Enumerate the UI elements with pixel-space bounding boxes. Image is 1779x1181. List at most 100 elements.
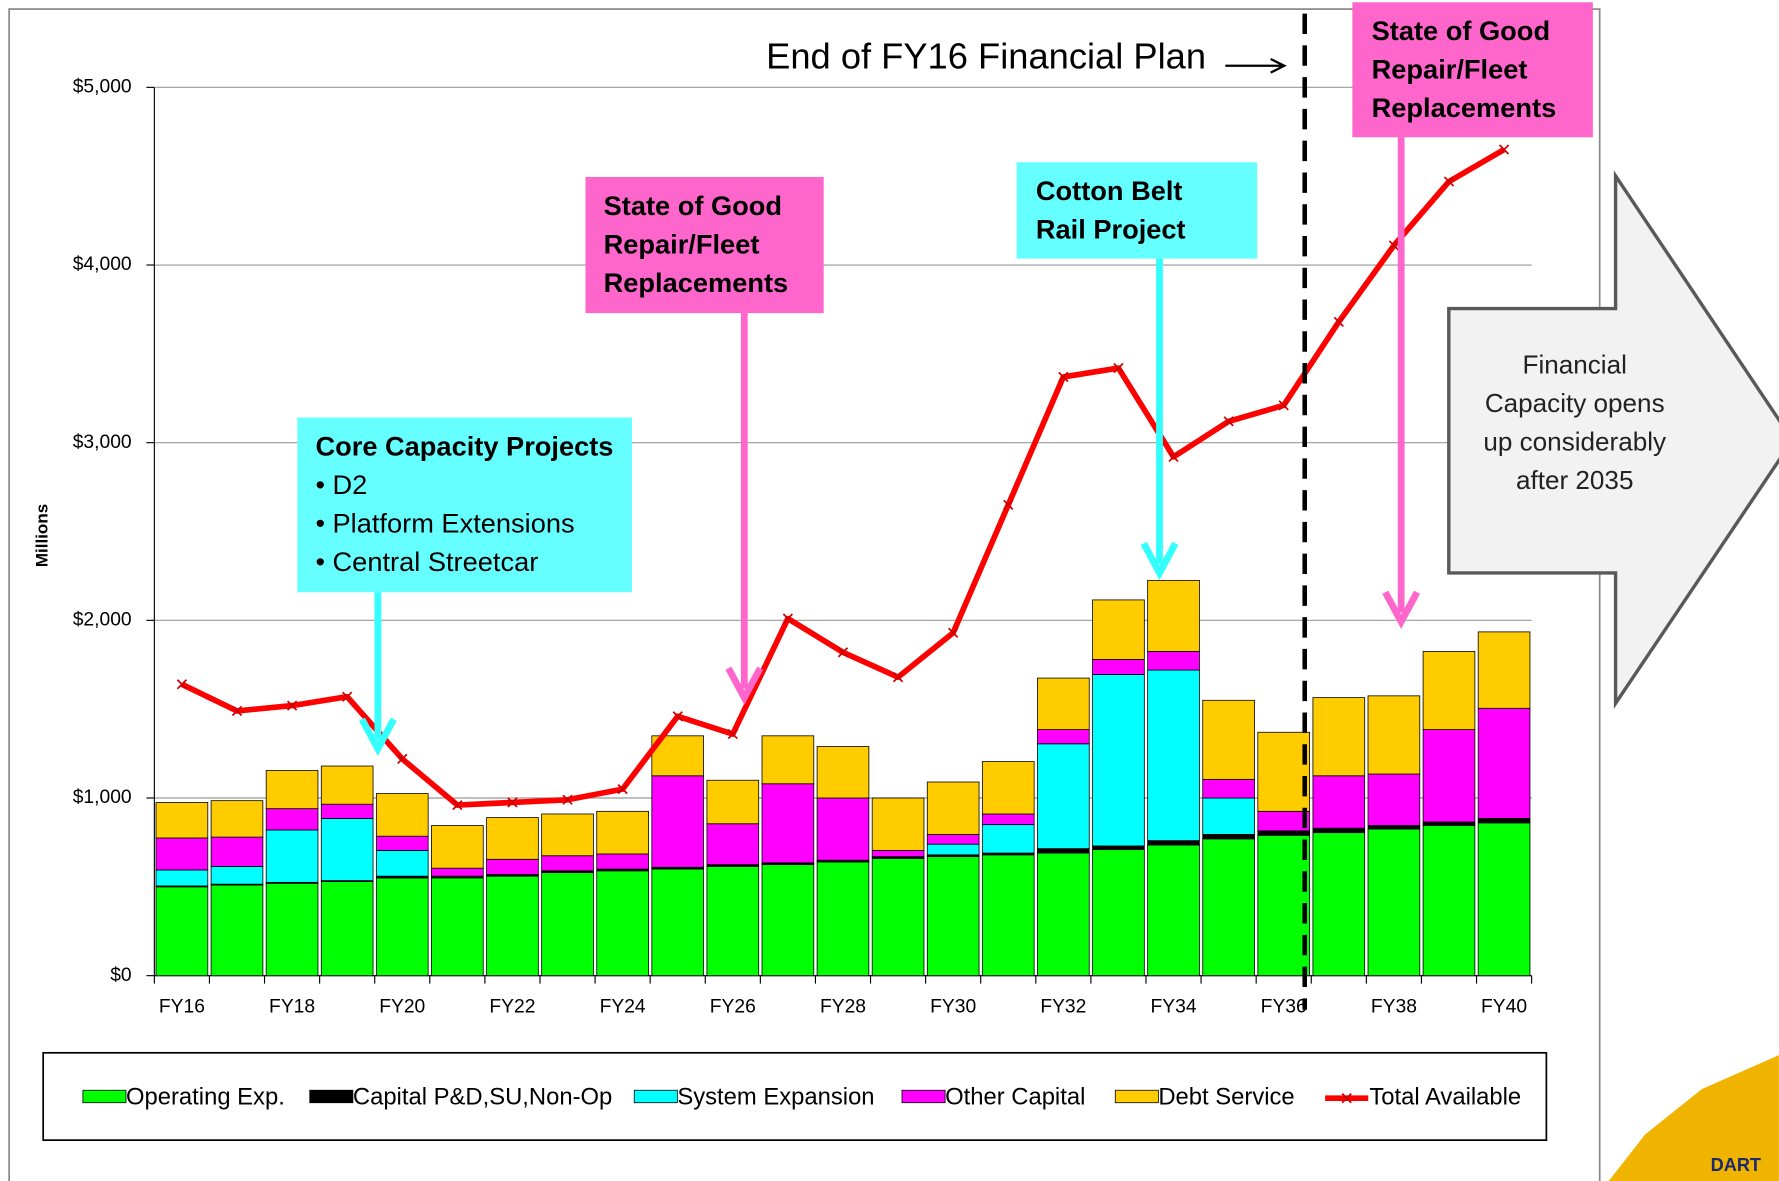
bar-segment — [1037, 677, 1090, 730]
line-marker — [672, 711, 683, 722]
line-marker — [837, 647, 849, 658]
bar-segment — [816, 746, 870, 799]
bar-segment — [375, 793, 429, 837]
bar-segment — [1477, 818, 1531, 824]
x-tick-label: FY30 — [930, 997, 976, 1018]
y-tick-label: $2,000 — [73, 609, 132, 630]
annotation-text: Repair/Fleet — [604, 228, 760, 259]
x-tick-label: FY34 — [1150, 997, 1196, 1018]
bar-segment — [265, 808, 319, 831]
plan-end-label: End of FY16 Financial Plan — [766, 36, 1206, 77]
annotation-box — [297, 417, 632, 593]
bar-segment — [761, 735, 815, 785]
bar-segment — [320, 803, 374, 819]
bar-segment — [596, 870, 649, 977]
legend-swatch — [1114, 1089, 1159, 1104]
bar-segment — [651, 868, 705, 977]
bar-segment — [265, 770, 319, 810]
bar-segment — [1092, 674, 1145, 847]
bar-segment — [816, 797, 870, 861]
x-tick-label: FY18 — [269, 997, 315, 1018]
bar-segment — [871, 858, 925, 977]
legend-label: Capital P&D,SU,Non-Op — [353, 1083, 612, 1110]
annotation-arrowhead — [1140, 541, 1179, 581]
bar-segment — [1147, 651, 1200, 671]
annotation-text: • D2 — [315, 469, 367, 500]
annotation-text: Replacements — [1372, 92, 1557, 123]
bar-segment — [1037, 852, 1090, 977]
bar-segment — [210, 884, 264, 977]
bar-segment — [1092, 849, 1145, 977]
callout-text: Financial — [1523, 349, 1627, 379]
bar-segment — [1092, 599, 1145, 660]
bar-segment — [816, 861, 870, 977]
legend-box — [42, 1051, 1548, 1142]
line-marker — [176, 679, 188, 690]
bar-segment — [210, 800, 264, 838]
line-marker — [1113, 362, 1124, 374]
bar-segment — [1367, 828, 1421, 977]
bar-segment — [926, 834, 980, 845]
x-tick-label: FY16 — [159, 997, 205, 1018]
bar-segment — [486, 817, 539, 860]
bar-segment — [541, 855, 594, 872]
line-marker — [507, 797, 518, 808]
bar-segment — [210, 836, 264, 867]
bar-segment — [981, 813, 1035, 826]
bar-segment — [210, 865, 264, 885]
bar-segment — [1477, 631, 1531, 709]
bar-segment — [1147, 579, 1200, 652]
bar-segment — [486, 858, 539, 875]
bar-segment — [1202, 699, 1255, 780]
legend-label: System Expansion — [677, 1083, 874, 1110]
bar-segment — [1422, 651, 1476, 730]
y-axis-label: Millions — [33, 504, 52, 567]
bar-segment — [375, 835, 429, 851]
x-tick-label: FY32 — [1040, 997, 1086, 1018]
annotation-text: Replacements — [604, 267, 789, 298]
bar-segment — [1312, 775, 1366, 829]
bar-segment — [981, 854, 1035, 977]
x-tick-label: FY36 — [1261, 997, 1307, 1018]
line-marker — [1443, 176, 1455, 187]
annotation-text: Cotton Belt — [1036, 175, 1183, 206]
bar-segment — [761, 864, 815, 977]
bar-segment — [1202, 778, 1255, 799]
bar-segment — [706, 779, 760, 825]
callout-text: up considerably — [1483, 426, 1666, 456]
bar-segment — [1037, 848, 1090, 854]
line-marker — [562, 794, 573, 805]
legend-swatch — [309, 1089, 354, 1104]
bar-segment — [320, 765, 374, 805]
callout-arrow — [1447, 170, 1779, 709]
annotation-arrowhead — [358, 717, 397, 756]
bar-segment — [1312, 827, 1366, 834]
bar-segment — [1202, 834, 1255, 840]
logo-text: DART — [1711, 1155, 1761, 1175]
annotation-box — [1016, 162, 1258, 259]
bar-segment — [1312, 697, 1366, 777]
bar-segment — [1257, 834, 1311, 977]
line-marker — [727, 728, 738, 740]
bar-segment — [265, 882, 319, 977]
bar-segment — [1422, 821, 1476, 826]
legend-marker — [1341, 1093, 1352, 1104]
bar-segment — [1092, 845, 1145, 850]
line-marker — [1278, 400, 1289, 411]
legend-label: Operating Exp. — [126, 1083, 285, 1110]
bar-segment — [265, 829, 319, 883]
bar-segment — [1147, 844, 1200, 977]
annotation-text: • Central Streetcar — [315, 546, 538, 577]
line-marker — [1168, 451, 1179, 463]
bar-segment — [486, 875, 539, 977]
y-tick-label: $4,000 — [73, 254, 132, 275]
annotation-box — [585, 176, 824, 314]
bar-segment — [1202, 797, 1255, 835]
x-tick-label: FY26 — [710, 997, 756, 1018]
x-tick-label: FY38 — [1371, 997, 1417, 1018]
line-marker — [231, 705, 243, 717]
y-tick-label: $3,000 — [73, 432, 132, 453]
bar-segment — [541, 872, 594, 977]
